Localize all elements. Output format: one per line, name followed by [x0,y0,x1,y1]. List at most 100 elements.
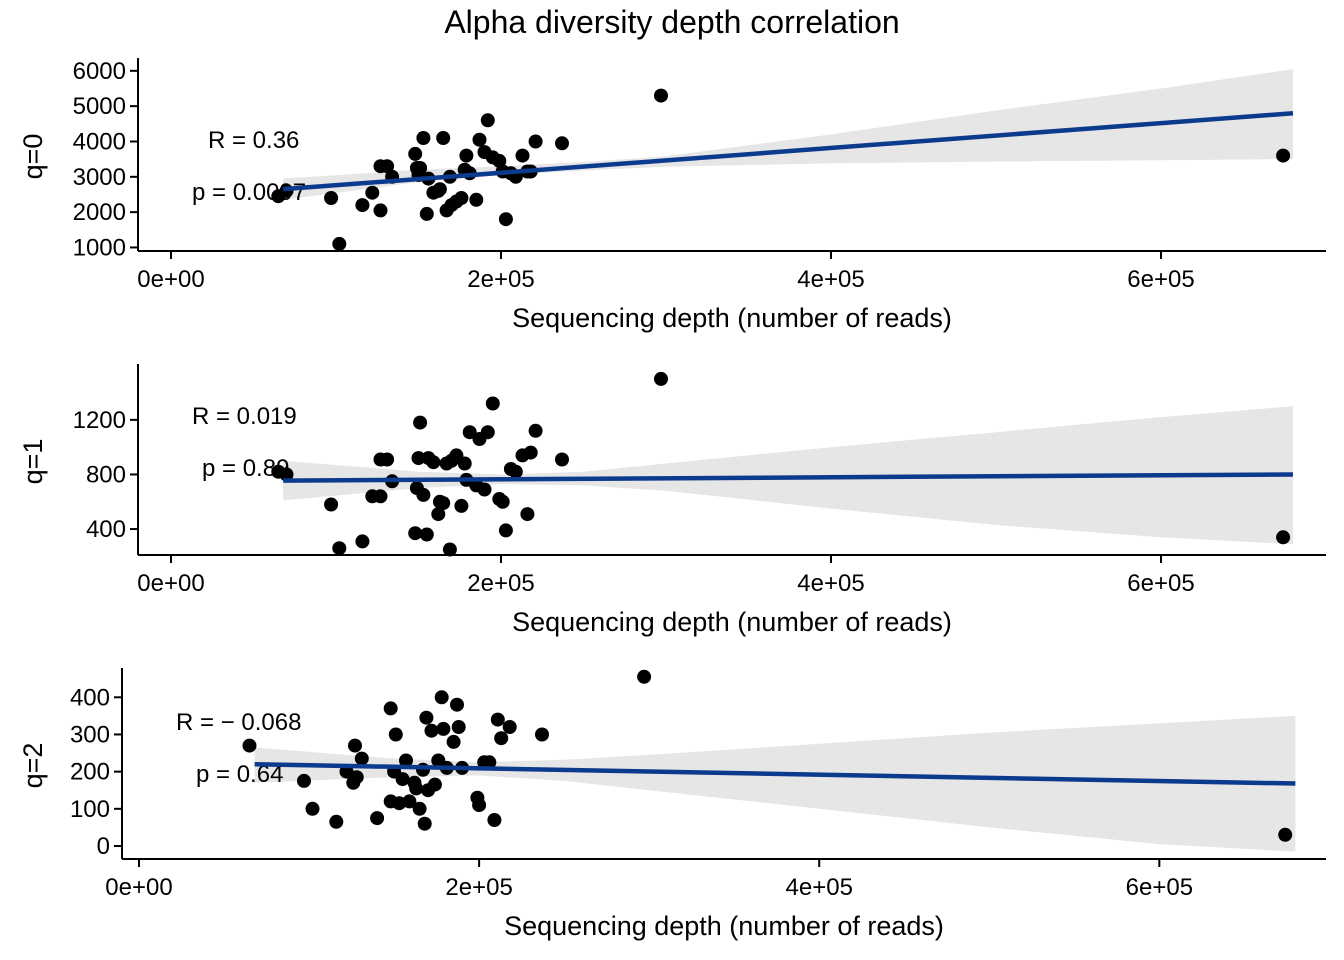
figure-title: Alpha diversity depth correlation [444,4,900,40]
data-point [413,415,428,430]
data-point [535,727,549,742]
data-point [454,498,469,513]
data-point [498,212,513,227]
data-point [373,203,388,218]
data-point [349,770,364,785]
data-point [515,148,530,163]
data-point [417,816,432,831]
data-point [431,507,446,522]
data-point [413,161,428,175]
data-point [432,182,447,197]
data-point [380,159,395,174]
data-point [528,134,543,149]
confidence-band [283,406,1293,545]
y-tick-label: 0 [97,833,110,860]
data-point [416,131,431,145]
y-tick-label: 800 [86,461,126,488]
data-point [480,113,495,128]
data-point [494,731,509,746]
data-point [416,762,430,777]
data-point [355,534,370,549]
data-point [480,425,495,440]
stat-r-label: R = 0.019 [192,403,297,430]
data-point [408,146,423,161]
y-tick-label: 200 [70,759,110,786]
y-tick-label: 5000 [73,93,126,120]
data-point [348,738,362,753]
stat-r-label: R = 0.36 [208,127,299,154]
data-point [305,801,320,816]
x-axis-title: Sequencing depth (number of reads) [512,607,952,637]
data-point [462,425,477,440]
data-point [485,396,500,411]
data-point [412,801,427,816]
x-tick-label: 4e+05 [797,266,864,293]
fit-line [283,472,1294,483]
data-point [388,727,403,742]
data-point [373,489,388,504]
x-tick-label: 4e+05 [786,874,853,901]
data-point [520,507,535,522]
data-point [419,710,434,725]
data-point [459,148,474,163]
y-tick-label: 1200 [73,407,126,434]
x-axis-title: Sequencing depth (number of reads) [504,911,944,941]
data-point [332,236,347,251]
data-point [329,814,344,829]
x-tick-label: 2e+05 [467,266,534,293]
data-point [1276,148,1291,163]
data-point [424,723,439,738]
x-tick-label: 2e+05 [445,874,512,901]
data-point [402,794,417,809]
data-point [477,482,492,497]
y-tick-label: 100 [70,796,110,823]
data-point [492,153,507,168]
data-point [528,423,543,438]
data-point [324,191,339,205]
data-point [487,813,502,827]
data-point [434,690,449,705]
data-point [555,136,569,151]
x-tick-label: 0e+00 [105,874,172,901]
data-point [416,487,431,502]
y-tick-label: 400 [86,516,126,543]
fit-line [283,110,1294,192]
data-point [451,720,466,734]
data-point [426,455,441,470]
data-point [472,132,487,147]
data-point [469,192,484,207]
data-point [502,720,517,734]
y-tick-label: 4000 [73,128,126,155]
y-axis-title: q=2 [18,743,48,789]
data-point [1276,530,1291,545]
x-tick-label: 6e+05 [1127,570,1194,597]
data-point [355,198,370,213]
data-point [297,773,311,788]
data-point [436,721,451,736]
data-point [498,523,513,538]
data-point [324,497,339,512]
y-tick-label: 400 [70,684,110,711]
y-axis-title: q=1 [18,439,48,485]
data-point [555,452,569,467]
confidence-band [254,715,1296,852]
data-point [446,734,461,749]
data-point [442,542,457,557]
y-tick-label: 3000 [73,164,126,191]
y-tick-label: 6000 [73,58,126,85]
data-point [508,464,523,479]
x-tick-label: 6e+05 [1126,874,1193,901]
data-point [242,738,257,753]
x-tick-label: 0e+00 [137,570,204,597]
y-axis-title: q=0 [18,134,48,180]
data-point [482,755,497,770]
data-point [399,753,413,768]
y-tick-label: 1000 [73,234,126,261]
data-point [408,526,423,541]
data-point [365,185,380,200]
data-point [354,751,369,766]
data-point [472,798,487,813]
